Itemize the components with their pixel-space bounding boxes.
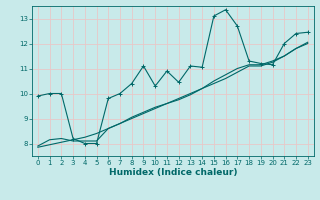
X-axis label: Humidex (Indice chaleur): Humidex (Indice chaleur) [108, 168, 237, 177]
